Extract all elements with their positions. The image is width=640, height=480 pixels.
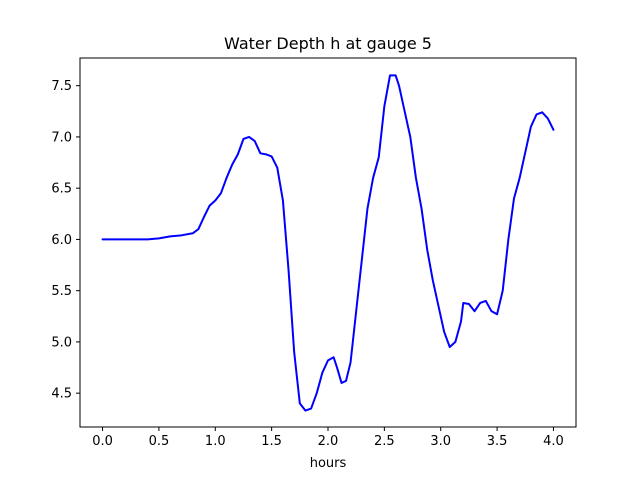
y-tick-label: 7.0 <box>51 130 72 145</box>
y-tick-label: 5.0 <box>51 335 72 350</box>
x-tick-label: 0.5 <box>149 434 170 449</box>
x-tick-label: 4.0 <box>543 434 564 449</box>
x-tick-label: 1.0 <box>205 434 226 449</box>
x-tick-label: 0.0 <box>92 434 113 449</box>
y-tick-label: 6.0 <box>51 233 72 248</box>
x-tick-label: 3.0 <box>430 434 451 449</box>
y-tick-label: 5.5 <box>51 284 72 299</box>
x-tick-label: 3.5 <box>487 434 508 449</box>
y-tick-label: 6.5 <box>51 182 72 197</box>
chart-title: Water Depth h at gauge 5 <box>224 34 432 53</box>
x-axis-label: hours <box>310 456 347 471</box>
x-tick-label: 2.5 <box>374 434 395 449</box>
x-tick-label: 1.5 <box>261 434 282 449</box>
plot-area: 0.0 0.5 1.0 1.5 2.0 2.5 3.0 3.5 4.0 4.5 5.0 5.5 6.0 6… <box>51 57 577 449</box>
series-line-1 <box>101 74 555 412</box>
x-tick-label: 2.0 <box>318 434 339 449</box>
y-tick-label: 4.5 <box>51 387 72 402</box>
y-tick-label: 7.5 <box>51 79 72 94</box>
